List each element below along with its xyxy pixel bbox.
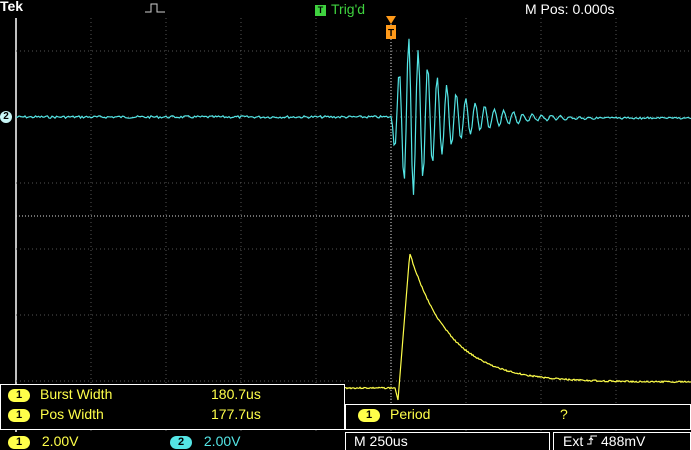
main-position-readout: M Pos: 0.000s (525, 1, 615, 17)
channel-1-scale-value: 2.00V (41, 433, 79, 449)
measurement-pos-width: 1 Pos Width 177.7us (8, 406, 261, 422)
channel-2-scale[interactable]: 2 2.00V (170, 432, 240, 450)
trigger-status-text: Trig'd (331, 1, 366, 17)
measurement-label: Period (390, 406, 431, 422)
graticule (15, 18, 691, 432)
channel-2-trace (15, 38, 691, 195)
measurement-panel-left (0, 384, 345, 430)
brand-logo: Tek (0, 0, 24, 14)
measurement-period: 1 Period ? (358, 406, 568, 422)
timebase-box[interactable] (345, 432, 550, 450)
measurement-burst-width: 1 Burst Width 180.7us (8, 386, 261, 402)
waveform-display[interactable]: T (0, 0, 691, 432)
trigger-readout: Ext 488mV (563, 432, 645, 450)
measurement-label: Burst Width (40, 386, 113, 402)
channel-2-badge: 2 (170, 436, 192, 449)
channel-2-ground-marker[interactable]: 2 (0, 111, 12, 123)
channel-badge: 1 (358, 409, 380, 422)
channel-badge: 1 (8, 389, 30, 402)
channel-badge: 1 (8, 409, 30, 422)
trigger-status: T Trig'd (315, 0, 365, 18)
pulse-icon (145, 3, 165, 13)
top-status-bar: Tek T Trig'd M Pos: 0.000s (0, 0, 691, 18)
trigger-source: Ext (563, 433, 584, 449)
timebase-readout: M 250us (354, 433, 408, 449)
trigger-level: 488mV (601, 433, 646, 449)
measurement-value: 180.7us (211, 386, 261, 402)
measurement-label: Pos Width (40, 406, 104, 422)
channel-2-scale-value: 2.00V (203, 433, 241, 449)
trigger-icon: T (315, 5, 326, 16)
channel-1-trace (344, 253, 691, 401)
rising-edge-icon (587, 435, 598, 445)
svg-text:T: T (388, 28, 394, 39)
channel-1-badge: 1 (8, 436, 30, 449)
measurement-panel-right (345, 404, 691, 430)
measurement-value: 177.7us (211, 406, 261, 422)
measurement-value: ? (560, 406, 568, 422)
trigger-position-marker[interactable]: T (386, 16, 396, 39)
channel-1-scale[interactable]: 1 2.00V (8, 432, 78, 450)
